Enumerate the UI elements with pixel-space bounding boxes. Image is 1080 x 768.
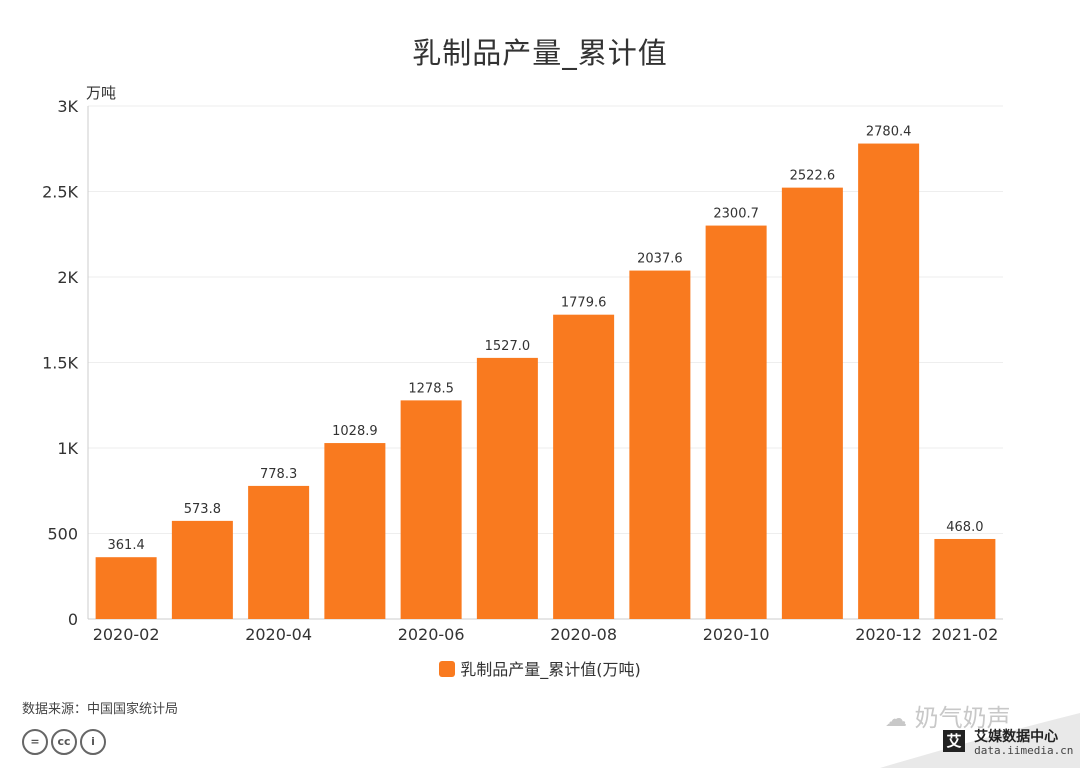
watermark-text: 奶气奶声 bbox=[914, 704, 1011, 732]
bar-chart: 0 500 1K 1.5K 2K 2.5K 3K 万吨 361.4 2020-02 573.8 778… bbox=[42, 84, 1003, 644]
bar[interactable] bbox=[248, 485, 310, 619]
bar[interactable] bbox=[324, 443, 386, 619]
brand-name: 艾媒数据中心 bbox=[974, 729, 1059, 745]
x-tick-label: 2020-10 bbox=[703, 625, 770, 644]
bar[interactable] bbox=[553, 314, 615, 619]
bar-value-label: 361.4 bbox=[108, 538, 145, 553]
bar-value-label: 573.8 bbox=[184, 502, 221, 517]
y-tick-label: 1K bbox=[57, 439, 78, 458]
bar[interactable] bbox=[171, 520, 233, 619]
x-tick-label: 2020-12 bbox=[855, 625, 922, 644]
legend-label: 乳制品产量_累计值(万吨) bbox=[460, 660, 641, 679]
data-source: 数据来源：中国国家统计局 bbox=[22, 702, 179, 717]
chart-title: 乳制品产量_累计值 bbox=[412, 36, 668, 70]
wechat-watermark: ☁ 奶气奶声 bbox=[885, 698, 1011, 733]
x-tick-label: 2020-06 bbox=[398, 625, 465, 644]
bar-value-label: 1779.6 bbox=[561, 296, 607, 311]
x-tick-label: 2020-02 bbox=[93, 625, 160, 644]
bar-value-label: 1527.0 bbox=[485, 339, 531, 354]
y-tick-label: 2K bbox=[57, 268, 78, 287]
y-tick-label: 0 bbox=[68, 610, 78, 629]
x-tick-label: 2020-08 bbox=[550, 625, 617, 644]
brand-logo-icon: 艾 bbox=[943, 730, 965, 752]
x-tick-label: 2021-02 bbox=[931, 625, 998, 644]
bar[interactable] bbox=[934, 538, 996, 619]
corner-swoosh-decoration bbox=[880, 713, 1080, 768]
cc-nd-icon: = bbox=[22, 729, 48, 755]
x-tick-label: 2020-04 bbox=[245, 625, 312, 644]
bar-value-label: 778.3 bbox=[260, 467, 297, 482]
legend-swatch bbox=[439, 661, 456, 677]
bar-value-label: 2780.4 bbox=[866, 125, 912, 140]
y-tick-label: 3K bbox=[57, 97, 78, 116]
brand-url: data.iimedia.cn bbox=[974, 744, 1074, 757]
cc-icon: cc bbox=[51, 729, 77, 755]
license-icons: = cc i bbox=[22, 729, 109, 755]
y-tick-label: 500 bbox=[47, 525, 78, 544]
bar[interactable] bbox=[705, 225, 767, 619]
y-tick-label: 2.5K bbox=[42, 183, 78, 202]
bar-value-label: 1028.9 bbox=[332, 424, 378, 439]
bar-value-label: 1278.5 bbox=[408, 381, 454, 396]
bar[interactable] bbox=[858, 143, 920, 619]
brand-logo: 艾 艾媒数据中心 data.iimedia.cn bbox=[943, 730, 1073, 757]
wechat-icon: ☁ bbox=[885, 707, 907, 732]
cc-by-icon: i bbox=[80, 729, 106, 755]
bar-value-label: 2522.6 bbox=[790, 169, 836, 184]
bar[interactable] bbox=[629, 270, 691, 619]
bar-value-label: 2300.7 bbox=[713, 207, 759, 222]
y-tick-label: 1.5K bbox=[42, 354, 78, 373]
bar[interactable] bbox=[781, 187, 843, 619]
bar-value-label: 2037.6 bbox=[637, 252, 683, 267]
bar[interactable] bbox=[400, 400, 462, 619]
bar-value-label: 468.0 bbox=[946, 520, 983, 535]
y-axis-unit-label: 万吨 bbox=[86, 84, 116, 102]
legend[interactable]: 乳制品产量_累计值(万吨) bbox=[0, 656, 1080, 680]
bar[interactable] bbox=[95, 557, 157, 619]
bar[interactable] bbox=[476, 357, 538, 619]
